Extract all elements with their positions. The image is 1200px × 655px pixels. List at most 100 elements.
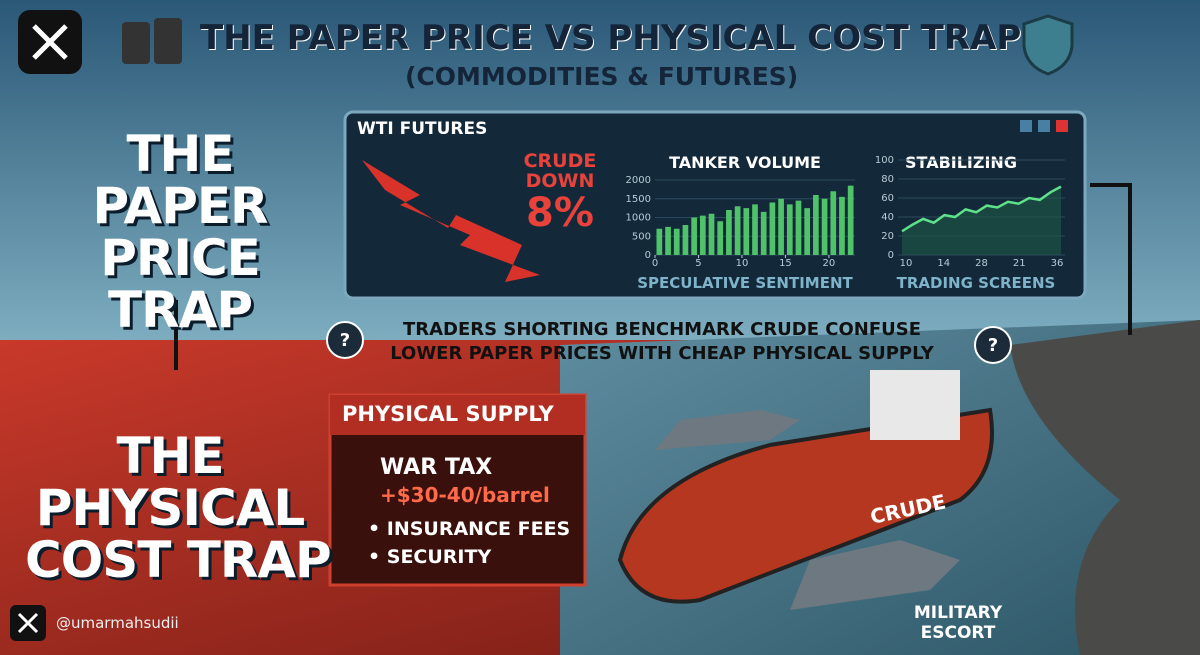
message-line: LOWER PAPER PRICES WITH CHEAP PHYSICAL S… bbox=[390, 343, 934, 364]
bullet-text: SECURITY bbox=[386, 546, 492, 568]
bar bbox=[786, 204, 793, 255]
x-tick-label: 0 bbox=[652, 258, 658, 269]
x-tick-label: 5 bbox=[695, 258, 701, 269]
bar bbox=[743, 208, 750, 255]
tax-value: +$30-40/barrel bbox=[380, 483, 550, 507]
x-tick-label: 15 bbox=[779, 258, 792, 269]
question-circle bbox=[974, 326, 1012, 364]
y-tick-label: 20 bbox=[881, 231, 894, 242]
x-tick-label: 21 bbox=[1013, 258, 1026, 269]
line bbox=[901, 185, 1062, 233]
bar bbox=[734, 206, 741, 255]
bar bbox=[708, 213, 715, 255]
chart-title: STABILIZING bbox=[905, 153, 1017, 172]
x-mark bbox=[32, 24, 68, 60]
physical-line: COST TRAP bbox=[25, 531, 332, 589]
tanker-hull bbox=[617, 407, 994, 604]
message: TRADERS SHORTING BENCHMARK CRUDE CONFUSE… bbox=[372, 318, 952, 366]
x-tick-label: 10 bbox=[736, 258, 749, 269]
bullet: • SECURITY bbox=[368, 546, 492, 568]
y-tick-label: 80 bbox=[881, 174, 894, 185]
bar bbox=[778, 198, 784, 255]
handle: @umarmahsudii bbox=[56, 614, 179, 632]
bar bbox=[665, 226, 671, 255]
paper-line: TRAP bbox=[108, 281, 253, 339]
bar bbox=[839, 196, 845, 255]
subtitle: (COMMODITIES & FUTURES) bbox=[405, 62, 799, 91]
window-button bbox=[1038, 120, 1050, 132]
tanker-bridge bbox=[870, 370, 960, 440]
question-mark: ? bbox=[340, 330, 350, 351]
bar bbox=[769, 202, 776, 255]
futures-panel bbox=[343, 110, 1087, 300]
x-tick-label: 14 bbox=[937, 258, 950, 269]
x-mark bbox=[17, 612, 39, 634]
physical-trap: THE PHYSICAL COST TRAP bbox=[25, 427, 332, 589]
crude-percent: 8% bbox=[526, 190, 594, 236]
barrel-icon bbox=[154, 18, 182, 64]
paper-line: PAPER bbox=[92, 177, 268, 235]
bar bbox=[830, 191, 837, 255]
barrel-icon bbox=[122, 22, 150, 64]
crude-line: DOWN bbox=[526, 170, 595, 192]
y-tick-label: 500 bbox=[632, 231, 651, 242]
window-button bbox=[1020, 120, 1032, 132]
chart-caption: SPECULATIVE SENTIMENT bbox=[637, 274, 853, 292]
question-circle bbox=[326, 321, 364, 359]
shield-icon bbox=[1022, 14, 1074, 76]
down-arrow bbox=[362, 160, 540, 282]
bullet-text: INSURANCE FEES bbox=[386, 518, 571, 540]
question-mark: ? bbox=[988, 335, 998, 356]
supply-header bbox=[330, 395, 585, 435]
chart-title: TANKER VOLUME bbox=[669, 153, 821, 172]
message-line: TRADERS SHORTING BENCHMARK CRUDE CONFUSE bbox=[402, 319, 922, 340]
x-tick-label: 28 bbox=[975, 258, 988, 269]
x-tick-label: 20 bbox=[823, 258, 836, 269]
physical-line: THE bbox=[116, 427, 224, 485]
bar bbox=[682, 225, 689, 255]
escort-label: ESCORT bbox=[921, 623, 996, 643]
physical-line: PHYSICAL bbox=[35, 479, 306, 537]
paper-line: PRICE bbox=[100, 229, 261, 287]
title: THE PAPER PRICE VS PHYSICAL COST TRAP bbox=[200, 18, 1022, 58]
arrow bbox=[1090, 183, 1132, 335]
paper-line: THE bbox=[126, 125, 234, 183]
coast bbox=[1010, 320, 1200, 655]
bullet: • INSURANCE FEES bbox=[368, 518, 571, 540]
y-tick-label: 2000 bbox=[626, 175, 651, 186]
panel-title: WTI FUTURES bbox=[357, 119, 487, 139]
warship bbox=[790, 540, 960, 610]
y-tick-label: 100 bbox=[875, 155, 894, 166]
supply-title: PHYSICAL SUPPLY bbox=[342, 402, 554, 426]
bar bbox=[691, 217, 697, 255]
y-tick-label: 0 bbox=[645, 250, 651, 261]
y-tick-label: 60 bbox=[881, 193, 894, 204]
chart-caption: TRADING SCREENS bbox=[897, 274, 1056, 292]
window-button bbox=[1056, 120, 1068, 132]
supply-bullets: • INSURANCE FEES • SECURITY bbox=[368, 515, 570, 571]
bar bbox=[847, 185, 854, 255]
crude-line: CRUDE bbox=[524, 150, 597, 172]
paper-trap: THE PAPER PRICE TRAP bbox=[60, 128, 300, 336]
y-tick-label: 0 bbox=[888, 250, 894, 261]
bar bbox=[813, 195, 819, 255]
tax-label: WAR TAX bbox=[380, 455, 493, 480]
bar bbox=[673, 228, 680, 255]
x-tick-label: 36 bbox=[1051, 258, 1064, 269]
bar bbox=[717, 221, 724, 255]
area bbox=[902, 186, 1061, 255]
y-tick-label: 1500 bbox=[626, 194, 651, 205]
bar bbox=[760, 211, 767, 255]
bar bbox=[804, 208, 811, 255]
escort-label: MILITARY bbox=[914, 603, 1003, 623]
bar bbox=[821, 198, 828, 255]
y-tick-label: 40 bbox=[881, 212, 894, 223]
bar bbox=[795, 200, 802, 255]
warship bbox=[655, 410, 800, 450]
bar bbox=[752, 204, 758, 255]
bar bbox=[656, 228, 663, 255]
x-tick-label: 10 bbox=[900, 258, 913, 269]
bar bbox=[699, 215, 706, 255]
